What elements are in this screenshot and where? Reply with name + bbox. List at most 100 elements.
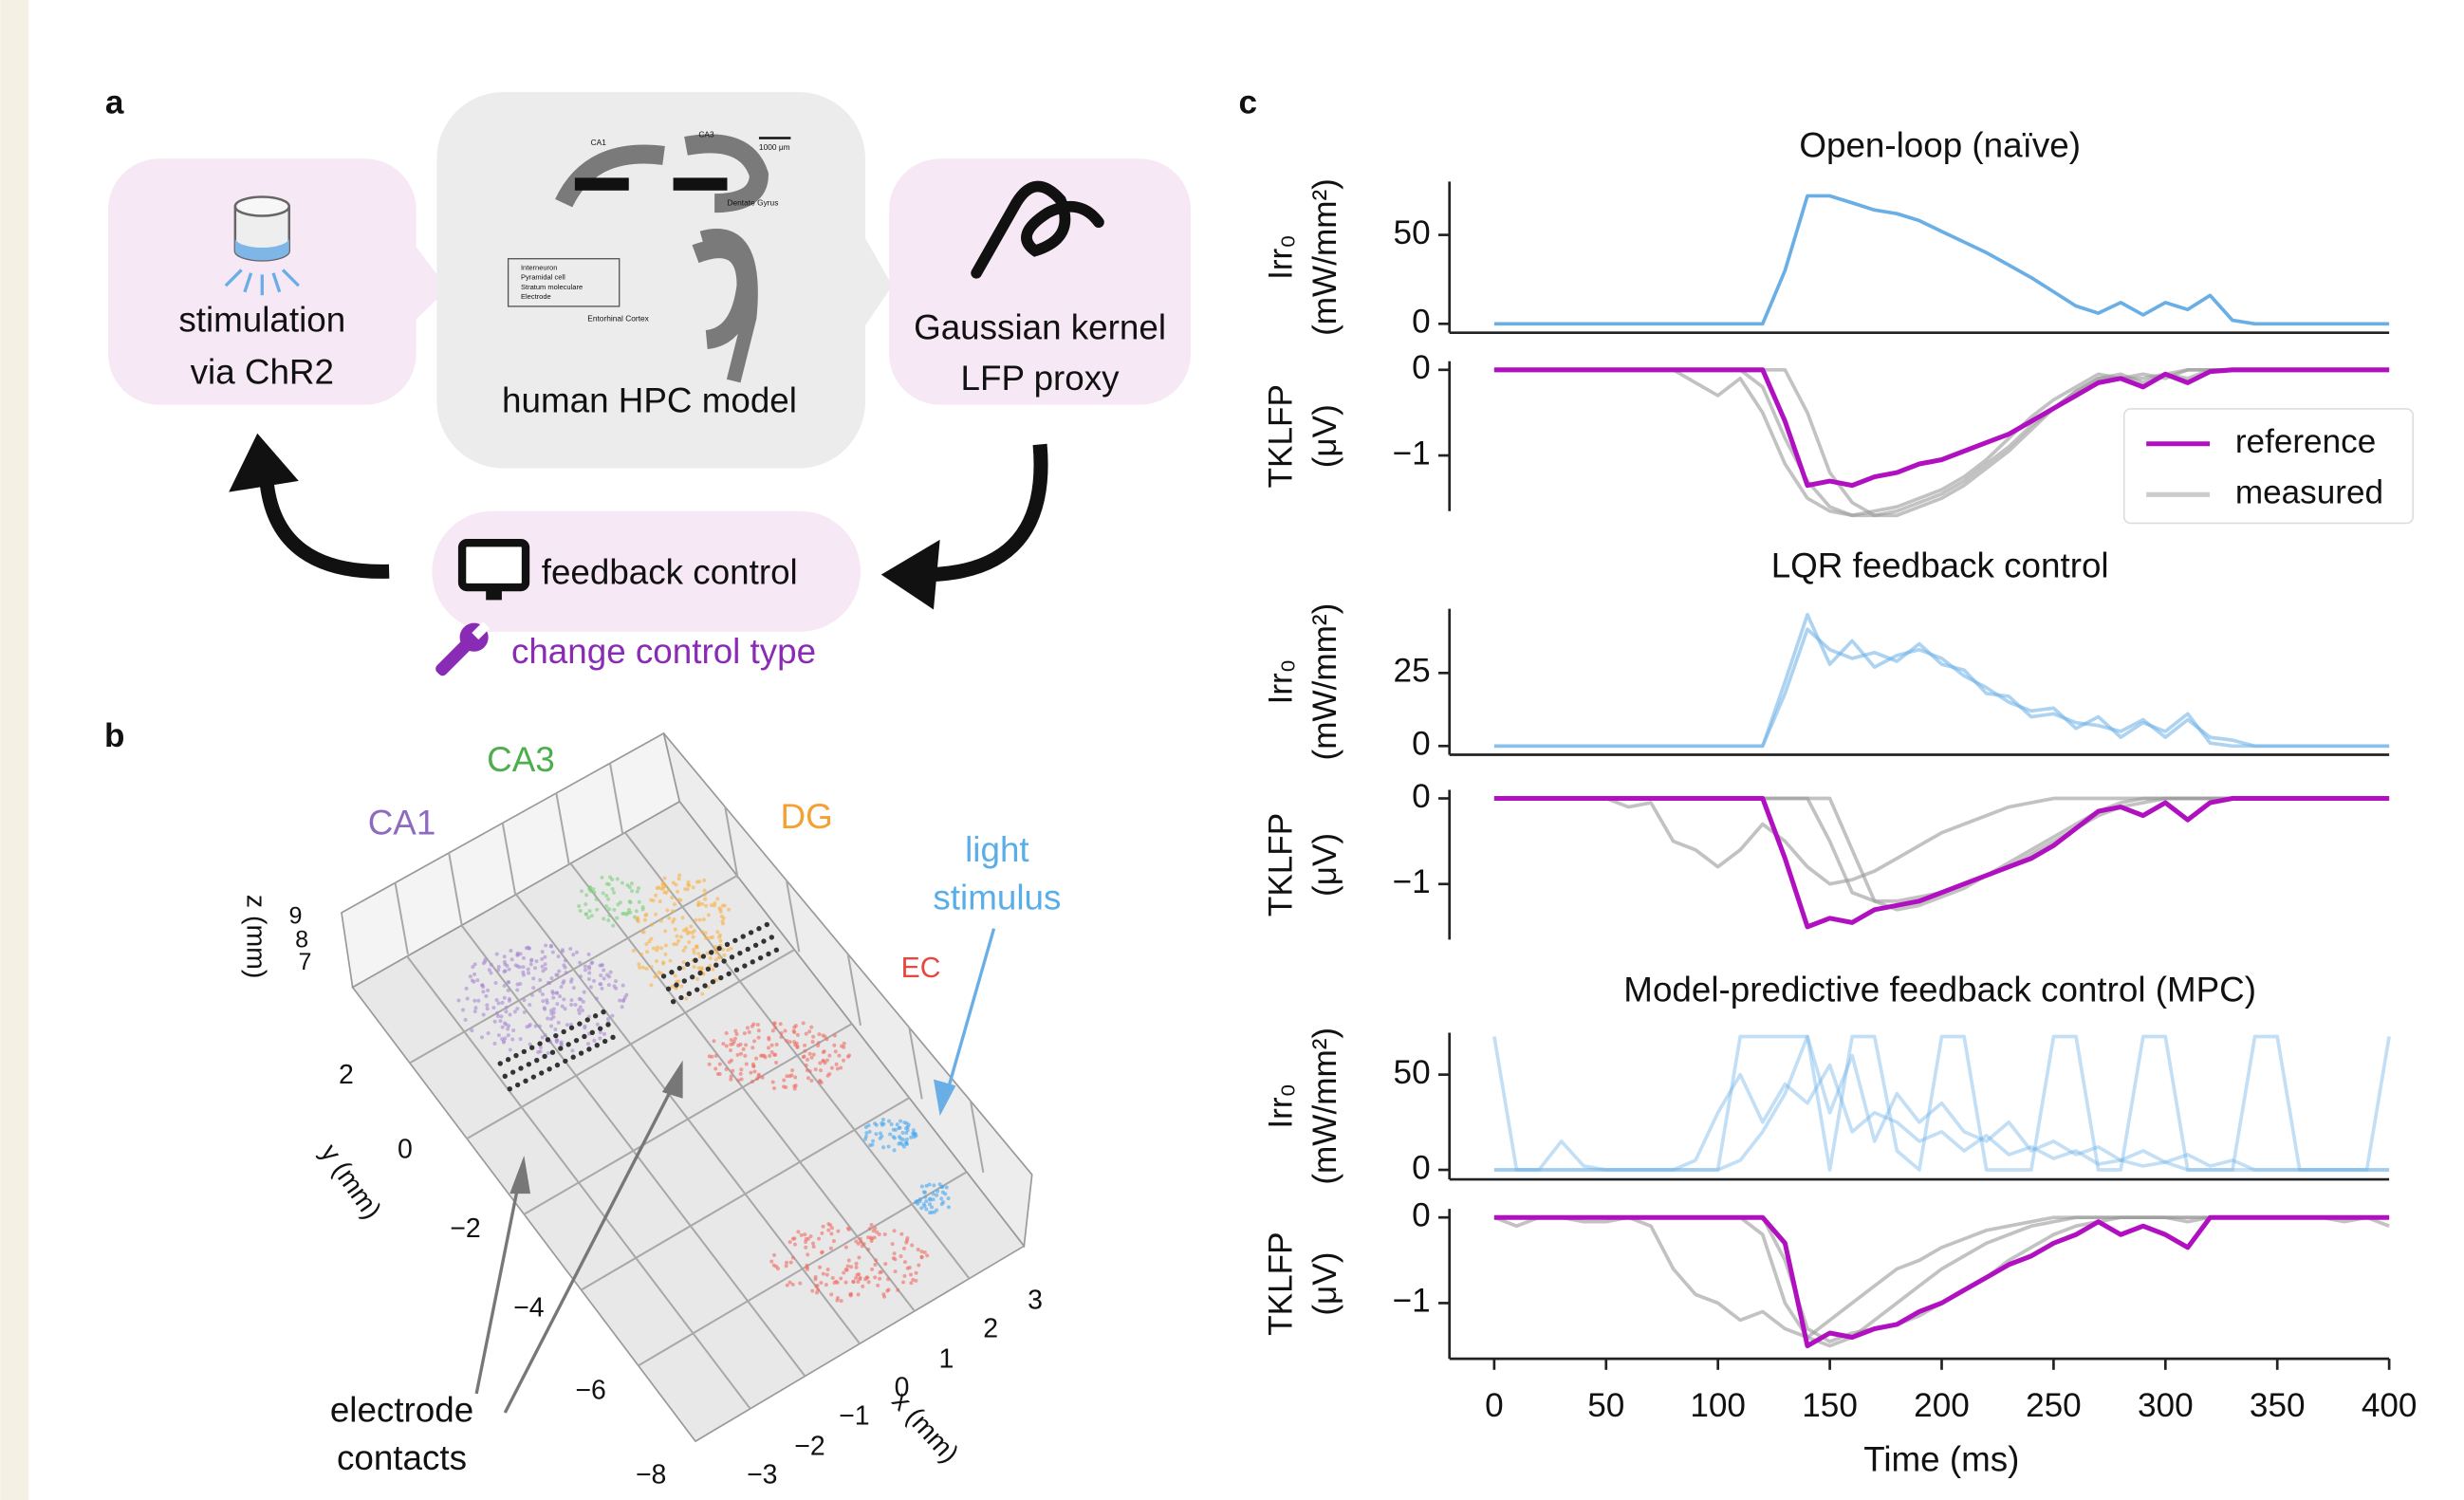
cell-dot [857,1272,861,1276]
cell-dot [508,968,511,972]
cell-dot [653,974,657,978]
cell-dot [599,982,602,986]
cell-dot [586,1042,590,1046]
cell-dot [490,963,493,967]
panel-label: c [1238,84,1257,121]
cell-dot [827,1054,831,1058]
cell-dot [803,1054,806,1058]
cell-dot [621,881,624,885]
inset-text: Dentate Gyrus [727,197,778,207]
electrode-contact [506,1057,510,1062]
cell-dot [805,1237,808,1241]
panel-label: b [104,717,124,754]
box-text: LFP proxy [961,359,1121,398]
cell-dot [607,983,611,987]
cell-dot [901,1138,905,1141]
electrode-contact [539,1070,544,1075]
cell-dot [802,1021,806,1025]
cell-dot [482,961,486,965]
cell-dot [770,1050,774,1054]
cell-dot [874,1258,878,1262]
cell-dot [742,1047,746,1051]
margin-strip [0,0,28,1500]
cell-dot [499,1014,503,1018]
electrode-contact [687,991,692,996]
inset-text: CA3 [698,129,714,139]
cell-dot [785,1261,788,1265]
region-label: CA3 [487,740,555,779]
electrode-contact [546,1037,550,1042]
cell-dot [894,1269,898,1273]
electrode-contact [765,922,769,927]
cell-dot [572,986,576,990]
cell-dot [464,1018,468,1022]
cell-dot [730,1059,733,1063]
cell-dot [727,908,731,912]
annotation: light [965,830,1029,869]
electrode-contact [498,1061,503,1065]
cell-dot [846,1264,850,1268]
electrode-contact [555,1063,560,1067]
cell-dot [611,924,615,928]
electrode-contact [531,1074,536,1079]
cell-dot [902,1247,906,1250]
cell-dot [599,973,602,977]
cell-dot [509,949,512,953]
y-tick-label: −1 [1393,435,1431,472]
cell-dot [602,976,606,980]
cell-dot [677,873,681,877]
z-tick-label: 7 [298,949,311,975]
cell-dot [814,1285,818,1288]
cell-dot [516,952,520,955]
cell-dot [569,998,573,1002]
cell-dot [925,1253,929,1257]
cell-dot [894,1128,898,1132]
cell-dot [636,917,639,921]
cell-dot [584,893,588,897]
cell-dot [922,1202,926,1206]
cell-dot [873,1263,877,1267]
cell-dot [773,1053,777,1057]
cell-dot [932,1183,936,1187]
cell-dot [806,1252,809,1256]
cell-dot [596,1023,600,1027]
cell-dot [844,1268,848,1271]
cell-dot [901,1280,905,1284]
cell-dot [811,1035,815,1039]
cell-dot [604,904,608,908]
cell-dot [598,1036,602,1040]
electrode-contact [682,978,687,983]
cell-dot [890,1122,894,1126]
monitor-icon [486,590,502,600]
cell-dot [748,1030,751,1034]
y-tick-label: 0 [1412,726,1431,763]
electrode-contact [678,995,683,1000]
cell-dot [912,1128,916,1132]
cell-dot [664,944,668,948]
cell-dot [805,1032,808,1036]
electrode-contact [577,1021,582,1026]
cell-dot [541,999,545,1003]
cell-dot [644,942,648,946]
cell-dot [473,962,477,966]
cell-dot [482,1013,486,1017]
cell-dot [729,1048,732,1052]
cell-dot [792,1026,796,1029]
cell-dot [883,1262,887,1266]
cell-dot [534,959,538,963]
cell-dot [636,890,639,894]
cell-dot [497,965,501,969]
cell-dot [750,1080,754,1083]
cell-dot [881,1118,885,1121]
cell-dot [550,990,554,993]
cell-dot [816,1044,820,1047]
cell-dot [903,1260,907,1264]
electrode-contact [732,938,737,943]
cell-dot [721,904,725,908]
cell-dot [809,1056,813,1060]
cell-dot [842,1059,845,1063]
y-tick-label: −6 [575,1376,605,1406]
cell-dot [836,1067,840,1071]
cell-dot [847,1054,851,1058]
cell-dot [652,898,656,902]
